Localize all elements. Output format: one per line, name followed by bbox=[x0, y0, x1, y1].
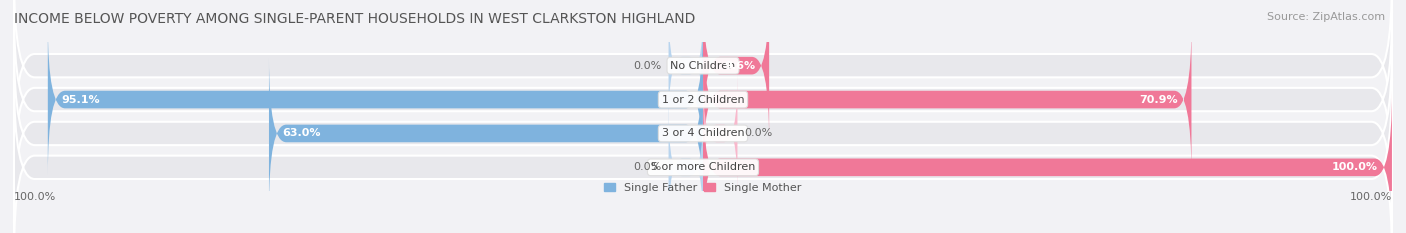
Text: 0.0%: 0.0% bbox=[634, 61, 662, 71]
Text: 100.0%: 100.0% bbox=[1350, 192, 1392, 202]
Text: 70.9%: 70.9% bbox=[1139, 95, 1178, 105]
FancyBboxPatch shape bbox=[14, 44, 1392, 223]
FancyBboxPatch shape bbox=[703, 91, 1392, 233]
FancyBboxPatch shape bbox=[48, 24, 703, 175]
Legend: Single Father, Single Mother: Single Father, Single Mother bbox=[600, 178, 806, 197]
Text: 3 or 4 Children: 3 or 4 Children bbox=[662, 128, 744, 138]
Text: 63.0%: 63.0% bbox=[283, 128, 321, 138]
Text: No Children: No Children bbox=[671, 61, 735, 71]
FancyBboxPatch shape bbox=[14, 10, 1392, 189]
Text: 9.6%: 9.6% bbox=[724, 61, 755, 71]
FancyBboxPatch shape bbox=[14, 77, 1392, 233]
Text: 100.0%: 100.0% bbox=[14, 192, 56, 202]
Text: 5 or more Children: 5 or more Children bbox=[651, 162, 755, 172]
Text: INCOME BELOW POVERTY AMONG SINGLE-PARENT HOUSEHOLDS IN WEST CLARKSTON HIGHLAND: INCOME BELOW POVERTY AMONG SINGLE-PARENT… bbox=[14, 12, 696, 26]
FancyBboxPatch shape bbox=[669, 7, 703, 125]
Text: 95.1%: 95.1% bbox=[62, 95, 100, 105]
FancyBboxPatch shape bbox=[703, 24, 1191, 175]
FancyBboxPatch shape bbox=[669, 108, 703, 226]
FancyBboxPatch shape bbox=[269, 58, 703, 209]
FancyBboxPatch shape bbox=[703, 75, 738, 192]
Text: Source: ZipAtlas.com: Source: ZipAtlas.com bbox=[1267, 12, 1385, 22]
FancyBboxPatch shape bbox=[14, 0, 1392, 156]
Text: 0.0%: 0.0% bbox=[634, 162, 662, 172]
Text: 0.0%: 0.0% bbox=[744, 128, 772, 138]
FancyBboxPatch shape bbox=[703, 0, 769, 142]
Text: 1 or 2 Children: 1 or 2 Children bbox=[662, 95, 744, 105]
Text: 100.0%: 100.0% bbox=[1331, 162, 1378, 172]
